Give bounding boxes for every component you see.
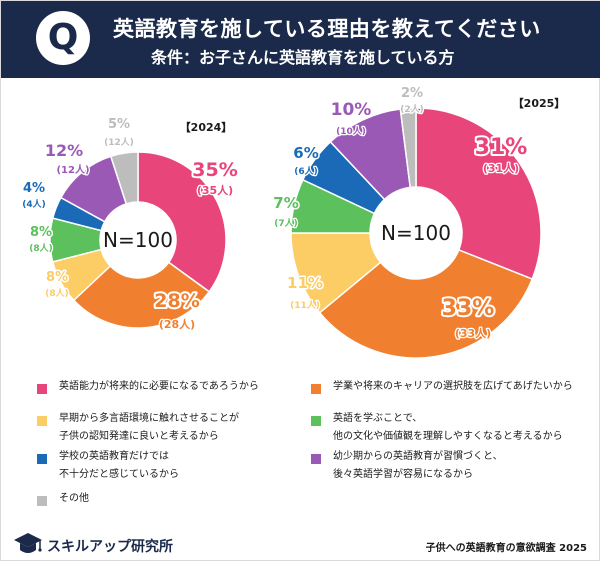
data-label-percent: 35% <box>192 159 237 181</box>
donut-slice <box>137 151 227 293</box>
legend-item: その他 <box>37 493 89 508</box>
legend-swatch <box>37 416 47 426</box>
data-label-count: (8人) <box>45 287 69 299</box>
legend-item: 英語を学ぶことで、 他の文化や価値観を理解しやすくなると考えるから <box>311 413 563 446</box>
chart-year-label: 【2025】 <box>513 97 566 110</box>
charts-area: 【2024】 N=100 35% (35人) 28% (28人) 8% (8人) 8% (8人) 4… <box>1 78 600 368</box>
chart-year-label: 【2024】 <box>180 121 233 134</box>
legend-swatch <box>37 496 47 506</box>
legend-item: 早期から多言語環境に触れさせることが 子供の認知発達に良いと考えるから <box>37 413 239 446</box>
legend-label: 英語能力が将来的に必要になるであろうから <box>59 381 259 392</box>
header-banner: Q 英語教育を施している理由を教えてください 条件：お子さんに英語教育を施してい… <box>1 1 600 78</box>
data-label-percent: 7% <box>273 194 298 212</box>
data-label-count: (35人) <box>197 183 233 197</box>
source-note: 子供への英語教育の意欲調査 2025 <box>425 543 587 554</box>
legend-item: 英語能力が将来的に必要になるであろうから <box>37 381 259 396</box>
page-title: 英語教育を施している理由を教えてください <box>113 17 541 41</box>
data-label-count: (28人) <box>159 317 195 331</box>
donut-slice <box>399 107 417 189</box>
legend-item: 学業や将来のキャリアの選択肢を広げてあげたいから <box>311 381 573 396</box>
legend-label: 英語を学ぶことで、 他の文化や価値観を理解しやすくなると考えるから <box>333 413 563 442</box>
graduation-cap-icon <box>14 533 42 553</box>
donut-chart-1: 【2024】 N=100 35% (35人) 28% (28人) 8% (8人) 8% (8人) 4… <box>21 116 240 333</box>
data-label-percent: 11% <box>287 274 323 292</box>
data-label-count: (7人) <box>274 217 298 229</box>
legend-swatch <box>37 454 47 464</box>
data-label-count: (12人) <box>104 136 134 148</box>
chart-center-label: N=100 <box>381 221 451 245</box>
brand-name: スキルアップ研究所 <box>47 539 173 555</box>
legend-item: 幼少期からの英語教育が習慣づくと、 後々英語学習が容易になるから <box>311 451 503 484</box>
chart-center-label: N=100 <box>103 228 173 252</box>
data-label-count: (4人) <box>22 198 46 210</box>
data-label-count: (10人) <box>336 125 366 137</box>
data-label-percent: 31% <box>475 135 528 160</box>
question-badge: Q <box>36 11 90 65</box>
footer: スキルアップ研究所 子供への英語教育の意欲調査 2025 <box>1 529 600 561</box>
data-label-count: (6人) <box>294 165 318 177</box>
donut-slice <box>415 107 542 280</box>
donut-slice <box>318 248 534 359</box>
data-label-percent: 33% <box>442 296 495 321</box>
page-subtitle: 条件：お子さんに英語教育を施している方 <box>151 48 455 67</box>
legend-swatch <box>37 384 47 394</box>
data-label-percent: 28% <box>154 290 199 312</box>
legend-label: 早期から多言語環境に触れさせることが 子供の認知発達に良いと考えるから <box>59 413 239 442</box>
donut-chart-2: 【2025】 N=100 31%(31人) 33% (33人) 11% (11人) 7% (7人… <box>272 85 566 359</box>
data-label-percent: 8% <box>46 270 68 285</box>
donut-charts: 【2024】 N=100 35% (35人) 28% (28人) 8% (8人) 8% (8人) 4… <box>21 85 566 359</box>
legend: 英語能力が将来的に必要になるであろうから 学業や将来のキャリアの選択肢を広げてあげ… <box>1 373 600 523</box>
legend-label: その他 <box>59 493 89 504</box>
legend-label: 幼少期からの英語教育が習慣づくと、 後々英語学習が容易になるから <box>333 451 503 480</box>
data-label-percent: 2% <box>401 86 423 101</box>
data-label-count: (33人) <box>455 326 491 340</box>
legend-label: 学校の英語教育だけでは 不十分だと感じているから <box>59 451 179 480</box>
data-label-count: (8人) <box>29 242 53 254</box>
legend-item: 学校の英語教育だけでは 不十分だと感じているから <box>37 451 179 484</box>
data-label-percent: 12% <box>45 141 83 160</box>
legend-swatch <box>311 454 321 464</box>
question-mark-letter: Q <box>47 17 79 58</box>
data-label-percent: 4% <box>23 181 45 196</box>
data-label-count: (11人) <box>290 299 320 311</box>
legend-swatch <box>311 384 321 394</box>
data-label-percent: 5% <box>108 117 130 132</box>
legend-label: 学業や将来のキャリアの選択肢を広げてあげたいから <box>333 381 573 392</box>
data-label-count: (2人) <box>400 103 424 115</box>
data-label-percent: 8% <box>30 225 52 240</box>
data-label-count: (12人) <box>56 163 89 176</box>
data-label-count: (31人) <box>483 161 519 175</box>
donut-slice <box>72 261 211 329</box>
legend-swatch <box>311 416 321 426</box>
donut-slice <box>109 151 139 205</box>
data-label-percent: 6% <box>293 144 318 162</box>
data-label-percent: 10% <box>331 100 372 120</box>
